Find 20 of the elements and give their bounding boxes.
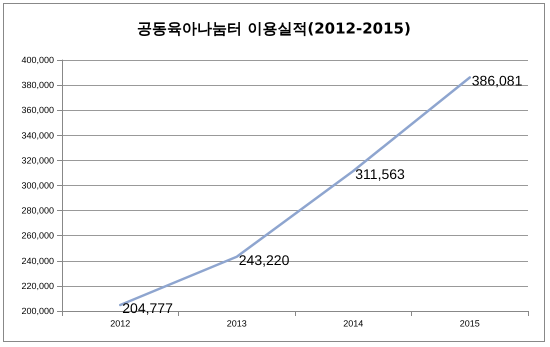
data-label: 243,220: [238, 252, 290, 268]
y-tick-label: 240,000: [21, 256, 54, 266]
x-tick-label: 2014: [343, 318, 364, 328]
y-tick-label: 360,000: [21, 105, 54, 116]
y-tick-label: 340,000: [21, 130, 54, 140]
data-label: 311,563: [355, 166, 406, 182]
x-tick-label: 2012: [110, 318, 130, 328]
y-tick-label: 300,000: [21, 180, 54, 190]
y-tick-label: 380,000: [21, 80, 54, 90]
y-tick-label: 260,000: [21, 230, 54, 241]
data-label: 204,777: [122, 300, 174, 316]
y-tick-label: 320,000: [21, 155, 54, 166]
x-tick-label: 2013: [226, 318, 247, 328]
data-label: 386,081: [472, 72, 523, 88]
y-tick-label: 400,000: [21, 55, 54, 65]
chart-title: 공동육아나눔터 이용실적(2012-2015): [137, 20, 411, 38]
x-tick-label: 2015: [460, 318, 480, 328]
y-tick-label: 200,000: [21, 306, 54, 316]
y-tick-label: 220,000: [21, 280, 54, 291]
y-tick-label: 280,000: [21, 206, 54, 216]
